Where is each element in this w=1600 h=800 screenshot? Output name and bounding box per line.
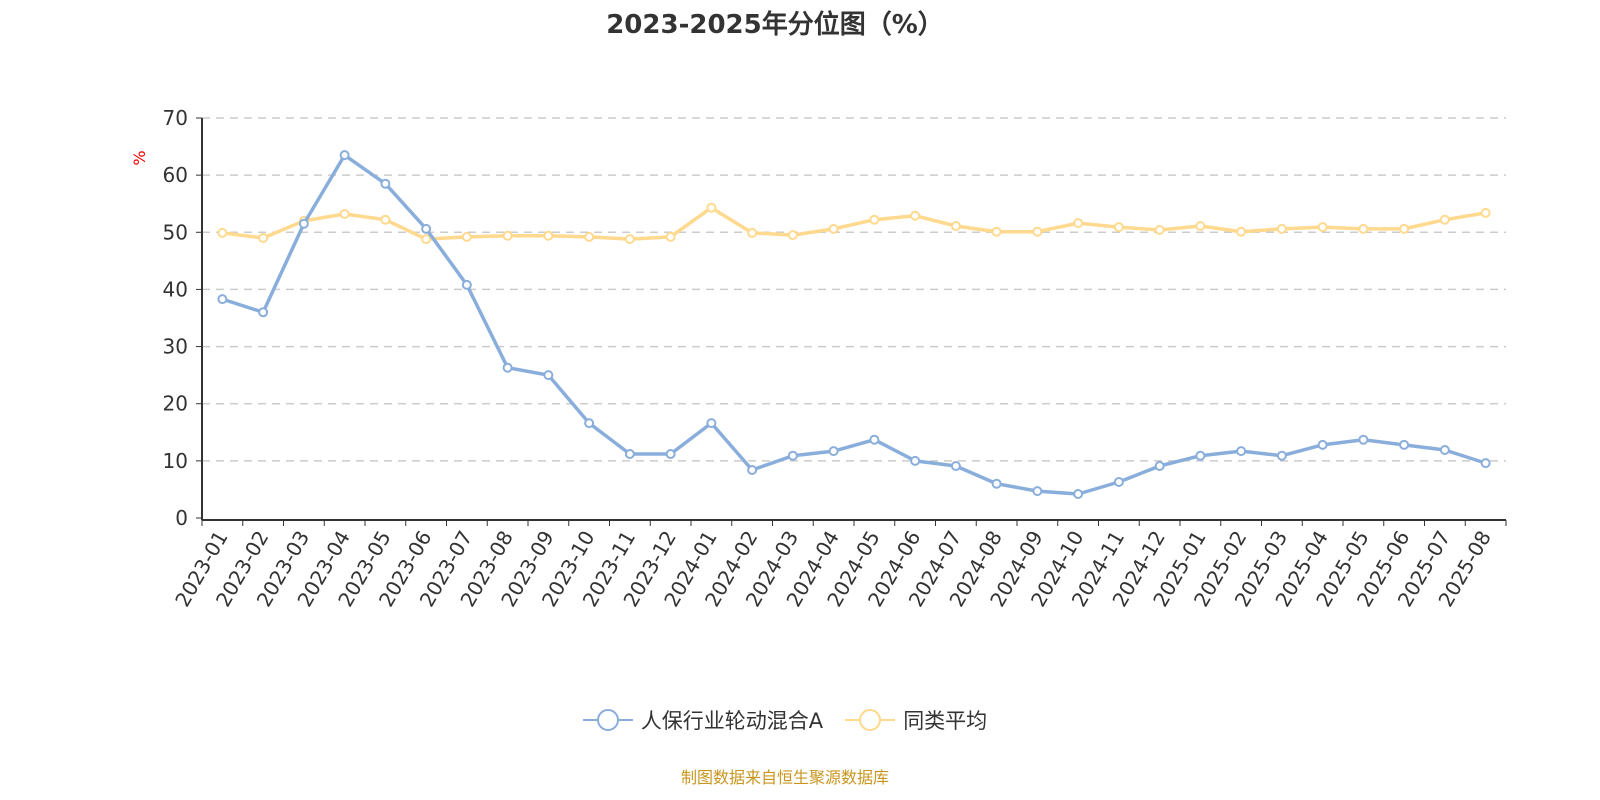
data-point <box>1113 477 1124 487</box>
y-tick-label: 60 <box>163 163 188 187</box>
legend: 人保行业轮动混合A 同类平均 <box>0 705 1570 735</box>
data-point <box>1032 486 1043 497</box>
data-point <box>747 227 758 238</box>
data-point <box>910 455 921 466</box>
data-point <box>543 230 554 241</box>
data-point <box>1480 207 1491 218</box>
data-point <box>950 461 961 471</box>
data-point <box>828 446 839 457</box>
data-point <box>1439 445 1450 455</box>
data-point <box>1195 221 1206 231</box>
data-point <box>910 210 921 221</box>
y-tick-label: 70 <box>163 106 188 130</box>
y-tick-label: 30 <box>163 335 188 359</box>
data-point <box>1480 458 1491 469</box>
data-point <box>1276 450 1287 461</box>
data-point <box>502 362 513 373</box>
data-point <box>1317 222 1328 233</box>
y-axis-label: % <box>130 150 149 165</box>
data-point <box>787 230 798 241</box>
data-point <box>1154 461 1165 471</box>
data-point <box>706 202 717 213</box>
data-point <box>1399 223 1410 234</box>
y-tick-label: 0 <box>175 506 188 530</box>
legend-item-fund[interactable]: 人保行业轮动混合A <box>582 705 824 735</box>
source-note: 制图数据来自恒生聚源数据库 <box>680 768 889 787</box>
y-tick-label: 50 <box>163 220 188 244</box>
data-point <box>380 178 391 189</box>
data-point <box>869 214 880 225</box>
data-point <box>298 218 309 229</box>
data-point <box>1236 226 1247 237</box>
data-point <box>665 231 676 242</box>
data-point <box>869 434 880 445</box>
data-point <box>1113 222 1124 233</box>
series-line <box>221 153 1487 496</box>
data-point <box>1358 223 1369 234</box>
data-point <box>421 223 432 234</box>
data-point <box>584 231 595 242</box>
data-point <box>1317 439 1328 450</box>
data-point <box>339 150 350 161</box>
data-point <box>828 223 839 234</box>
data-point <box>217 227 228 238</box>
data-point <box>1439 214 1450 225</box>
data-point <box>258 307 269 318</box>
legend-marker-icon <box>845 709 896 731</box>
data-point <box>747 465 758 475</box>
data-point <box>1073 489 1084 499</box>
data-point <box>665 449 676 459</box>
data-point <box>1358 434 1369 445</box>
legend-item-average[interactable]: 同类平均 <box>845 705 987 735</box>
data-point <box>1032 226 1043 237</box>
data-point <box>1276 223 1287 234</box>
data-point <box>1195 450 1206 461</box>
chart-title: 2023-2025年分位图（%） <box>606 10 944 40</box>
y-tick-label: 20 <box>163 392 188 416</box>
data-point <box>584 418 595 429</box>
data-point <box>421 234 432 245</box>
data-point <box>380 214 391 225</box>
data-point <box>1236 446 1247 457</box>
legend-label: 同类平均 <box>903 709 988 733</box>
data-point <box>543 370 554 381</box>
data-point <box>1073 218 1084 229</box>
y-tick-label: 10 <box>163 449 188 473</box>
data-point <box>624 234 635 245</box>
data-point <box>1399 439 1410 450</box>
y-tick-label: 40 <box>163 277 188 301</box>
data-point <box>461 231 472 242</box>
data-point <box>461 279 472 290</box>
data-point <box>339 209 350 219</box>
data-point <box>950 221 961 231</box>
data-point <box>706 418 717 429</box>
data-point <box>258 233 269 243</box>
data-point <box>991 226 1002 237</box>
data-point <box>502 230 513 241</box>
data-point <box>787 450 798 461</box>
legend-marker-icon <box>582 709 633 731</box>
data-point <box>624 449 635 459</box>
data-point <box>991 478 1002 489</box>
data-point <box>217 294 228 305</box>
data-point <box>1154 225 1165 235</box>
legend-label: 人保行业轮动混合A <box>640 709 824 733</box>
